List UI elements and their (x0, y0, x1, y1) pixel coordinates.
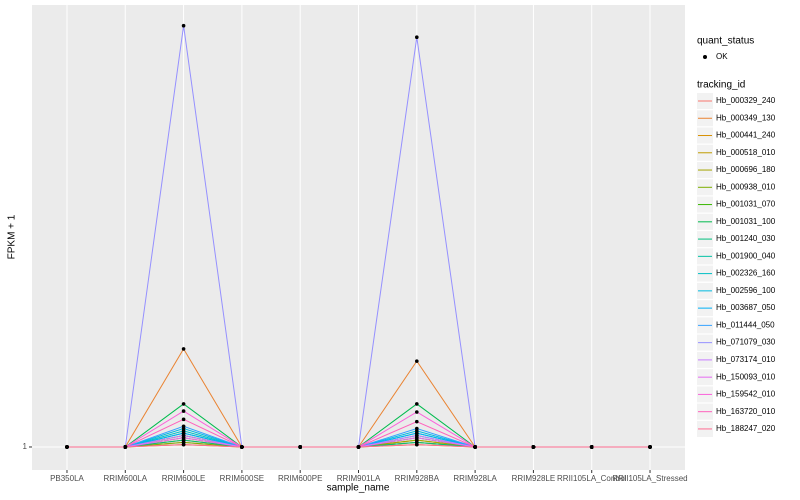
legend-label: Hb_188247_020 (716, 424, 776, 433)
x-tick-label: RRIM600LA (103, 474, 147, 483)
x-tick-label: RRII105LA_Control (557, 474, 627, 483)
legend-title: quant_status (697, 36, 754, 47)
data-point (415, 359, 419, 363)
x-tick-label: RRIM600SE (220, 474, 264, 483)
x-tick-label: RRIM928BA (395, 474, 440, 483)
legend-label: Hb_002596_100 (716, 286, 776, 295)
y-axis-title: FPKM + 1 (7, 214, 18, 259)
data-point (531, 445, 536, 449)
legend-label: Hb_073174_010 (716, 355, 776, 364)
data-point (415, 435, 419, 440)
data-point (181, 424, 186, 429)
data-point (356, 445, 361, 449)
legend-label: Hb_000441_240 (716, 131, 776, 140)
data-point (181, 435, 186, 440)
legend-label: Hb_002326_160 (716, 269, 776, 278)
x-tick-label: RRIM600PE (278, 474, 322, 483)
legend-label: Hb_000349_130 (716, 113, 776, 122)
legend-label: Hb_001031_070 (716, 200, 776, 209)
legend-label: Hb_001240_030 (716, 234, 776, 243)
legend-label: Hb_000518_010 (716, 148, 776, 157)
x-tick-label: RRIM928LA (453, 474, 497, 483)
legend-label: Hb_159542_010 (716, 390, 776, 399)
data-point (181, 409, 186, 413)
x-tick-label: RRIM600LE (162, 474, 206, 483)
legend-label: Hb_000696_180 (716, 165, 776, 174)
data-point (123, 445, 128, 449)
legend-label: Hb_000938_010 (716, 182, 776, 191)
data-point (415, 419, 419, 424)
data-point (181, 347, 186, 351)
data-point (181, 442, 186, 447)
legend-label: OK (716, 52, 728, 61)
data-point (298, 445, 302, 449)
x-tick-label: RRIM928LE (512, 474, 556, 483)
legend-label: Hb_071079_030 (716, 338, 776, 347)
x-tick-label: PB350LA (50, 474, 84, 483)
legend-label: Hb_000329_240 (716, 96, 776, 105)
data-point (181, 23, 186, 28)
legend-label: Hb_001031_100 (716, 217, 776, 226)
data-point (589, 445, 594, 449)
x-axis-title: sample_name (327, 483, 390, 494)
data-point (415, 402, 419, 406)
data-point (473, 445, 477, 449)
y-tick-label: 1 (23, 442, 28, 451)
legend-title: tracking_id (697, 80, 745, 91)
data-point (181, 417, 186, 422)
data-point (415, 35, 419, 40)
data-point (65, 445, 69, 449)
legend-label: Hb_150093_010 (716, 372, 776, 381)
legend-label: Hb_001900_040 (716, 251, 776, 260)
x-tick-label: RRIM901LA (337, 474, 381, 483)
data-point (648, 445, 652, 449)
legend-label: Hb_003687_050 (716, 303, 776, 312)
data-point (415, 426, 419, 431)
legend-label: Hb_011444_050 (716, 320, 775, 329)
data-point (181, 402, 186, 406)
legend-label: Hb_163720_010 (716, 407, 776, 416)
data-point (415, 442, 419, 447)
legend-key (703, 55, 707, 59)
data-point (415, 410, 419, 414)
data-point (240, 445, 244, 449)
x-tick-label: RRII105LA_Stressed (612, 474, 687, 483)
